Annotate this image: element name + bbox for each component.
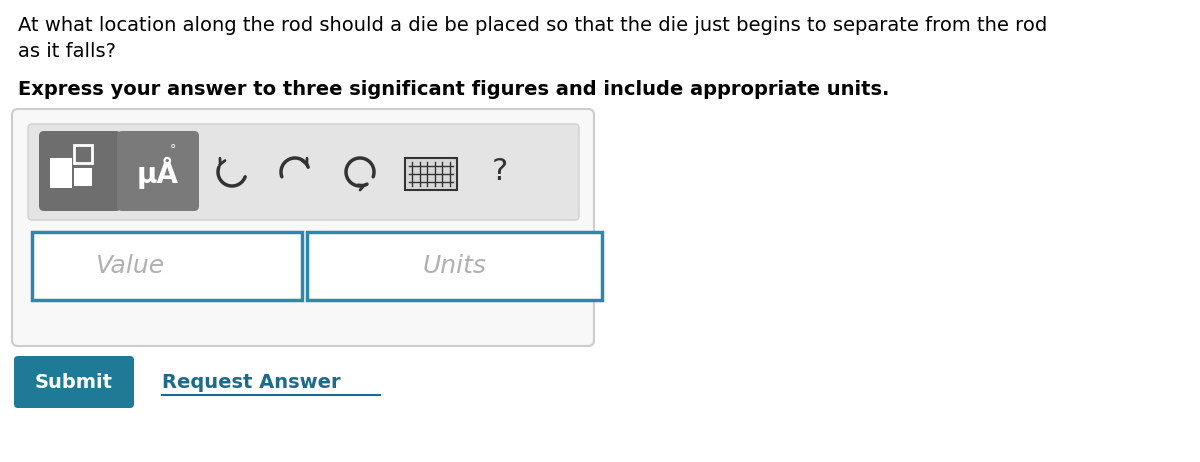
- Text: as it falls?: as it falls?: [18, 42, 116, 61]
- Text: Value: Value: [96, 254, 164, 278]
- Text: ?: ?: [492, 158, 508, 187]
- FancyBboxPatch shape: [50, 158, 72, 188]
- FancyBboxPatch shape: [12, 109, 594, 346]
- Bar: [74, 145, 92, 163]
- Text: μÅ: μÅ: [137, 157, 179, 189]
- Bar: [406, 158, 457, 190]
- Text: Units: Units: [422, 254, 486, 278]
- Text: Request Answer: Request Answer: [162, 372, 341, 391]
- Bar: [307, 232, 602, 300]
- Text: At what location along the rod should a die be placed so that the die just begin: At what location along the rod should a …: [18, 16, 1048, 35]
- FancyBboxPatch shape: [38, 131, 121, 211]
- Text: Express your answer to three significant figures and include appropriate units.: Express your answer to three significant…: [18, 80, 889, 99]
- Text: Submit: Submit: [35, 372, 113, 391]
- Bar: [32, 232, 302, 300]
- Text: °: °: [170, 144, 176, 157]
- FancyBboxPatch shape: [28, 124, 580, 220]
- Bar: [74, 168, 92, 186]
- FancyBboxPatch shape: [14, 356, 134, 408]
- FancyBboxPatch shape: [118, 131, 199, 211]
